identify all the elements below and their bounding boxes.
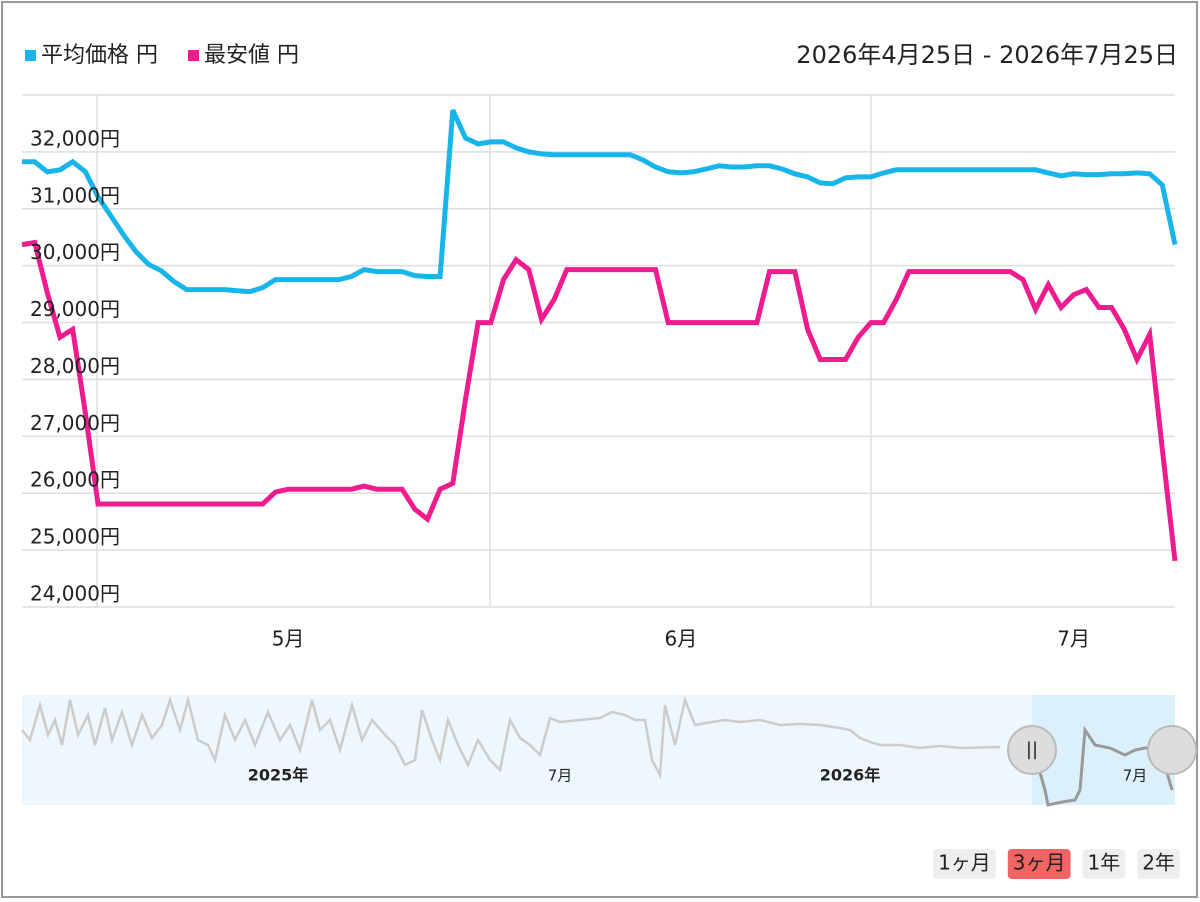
- navigator: [22, 695, 1175, 805]
- legend-swatch: [25, 50, 36, 61]
- plot: [21, 109, 1178, 608]
- navigator-handle[interactable]: [1007, 725, 1057, 775]
- x-tick-label: 5月: [272, 627, 305, 651]
- range-button-label[interactable]: 3ヶ月: [1013, 851, 1066, 875]
- y-tick-label: 25,000円: [30, 525, 120, 549]
- range-button[interactable]: 2年: [1137, 849, 1180, 879]
- y-tick-label: 24,000円: [30, 582, 120, 606]
- y-tick-label: 27,000円: [30, 411, 120, 435]
- navigator-selected-preview: [1030, 725, 1174, 807]
- x-tick-label: 6月: [664, 627, 697, 651]
- legend-label[interactable]: 最安値 円: [204, 43, 299, 68]
- range-button-bg[interactable]: [1082, 849, 1126, 879]
- navigator-label: 7月: [1123, 767, 1148, 785]
- y-tick-label: 26,000円: [30, 468, 120, 492]
- y-tick-label: 29,000円: [30, 297, 120, 321]
- range-button-label[interactable]: 2年: [1142, 851, 1175, 875]
- navigator-label: 7月: [548, 767, 573, 785]
- range-button-label[interactable]: 1ヶ月: [938, 851, 991, 875]
- range-button[interactable]: 1ヶ月: [933, 849, 996, 879]
- y-tick-label: 30,000円: [30, 240, 120, 264]
- y-tick-label: 31,000円: [30, 183, 120, 207]
- handle-grip: ||: [1026, 739, 1038, 760]
- navigator-preview: [21, 695, 1001, 780]
- range-button[interactable]: 3ヶ月: [1007, 849, 1071, 879]
- series-line: [21, 239, 1178, 562]
- legend-swatch: [188, 50, 199, 61]
- date-range: 2026年4月25日 - 2026年7月25日: [796, 41, 1178, 69]
- range-button-bg[interactable]: [1007, 849, 1071, 879]
- x-tick-label: 7月: [1057, 627, 1090, 651]
- range-button-bg[interactable]: [933, 849, 996, 879]
- range-button-bg[interactable]: [1137, 849, 1180, 879]
- series-line: [22, 109, 1178, 295]
- range-button[interactable]: 1年: [1082, 849, 1126, 879]
- navigator-label: 2025年: [248, 766, 309, 785]
- navigator-handle[interactable]: [1147, 725, 1197, 775]
- y-tick-label: 28,000円: [30, 354, 120, 378]
- navigator-label: 2026年: [820, 766, 881, 785]
- legend-label[interactable]: 平均価格 円: [41, 43, 158, 68]
- y-tick-label: 32,000円: [30, 126, 120, 150]
- range-button-label[interactable]: 1年: [1088, 851, 1121, 875]
